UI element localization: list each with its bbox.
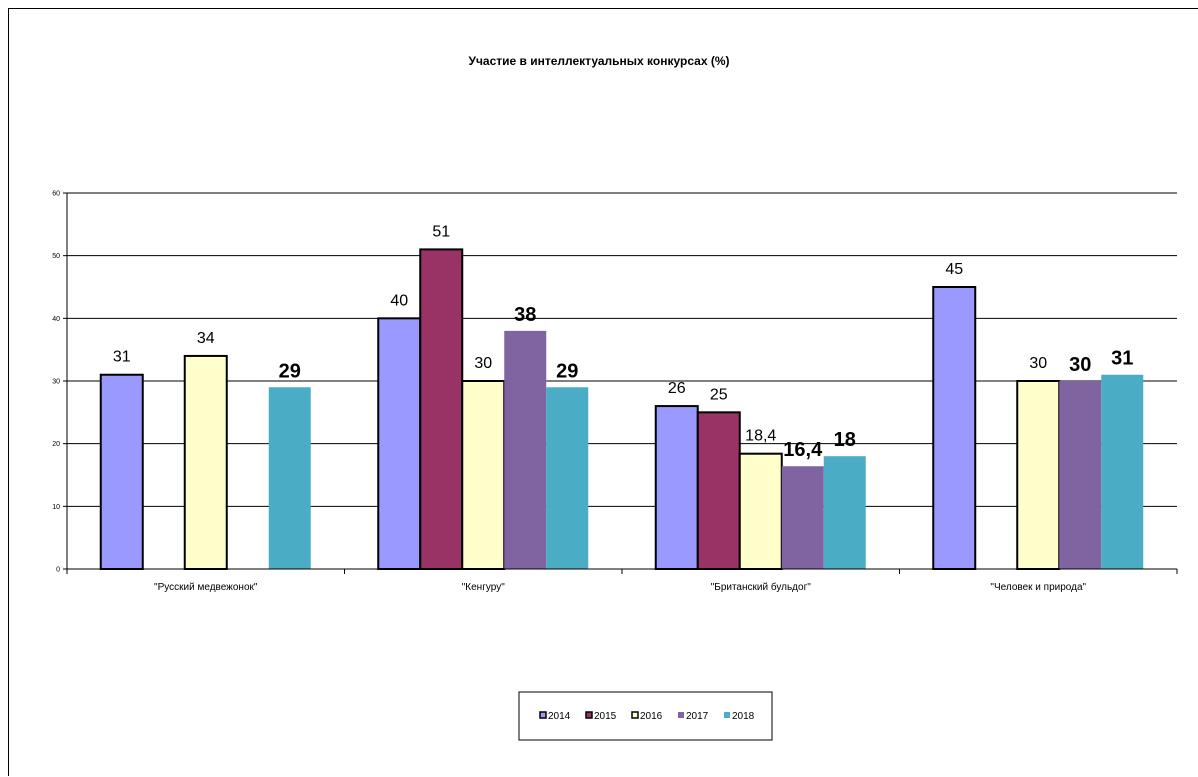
- data-label: 51: [432, 223, 450, 240]
- y-tick-label: 40: [52, 316, 60, 323]
- data-label: 25: [710, 386, 728, 403]
- bar-2017: [504, 330, 547, 569]
- data-labels: 31 40 26 45 51 25 34 30 18,4 30 38 16,4 30 29 29 18 31: [113, 223, 1134, 461]
- data-label: 16,4: [783, 439, 823, 461]
- bar-2015: [696, 411, 741, 571]
- y-tick-label: 10: [52, 504, 60, 511]
- legend-swatch-2015: [585, 711, 593, 719]
- bar-2018: [546, 387, 589, 569]
- y-tick-label: 60: [52, 191, 60, 198]
- gridlines: [67, 192, 1177, 507]
- data-label: 29: [556, 360, 578, 382]
- data-label: 29: [279, 360, 301, 382]
- legend-swatch-2017: [678, 712, 684, 718]
- legend-label: 2018: [732, 711, 755, 722]
- legend-label: 2014: [548, 711, 571, 722]
- category-label: "Британский бульдог": [711, 581, 812, 593]
- bar-2015: [419, 248, 464, 570]
- data-label: 31: [1111, 348, 1133, 370]
- bar-2018: [1101, 374, 1144, 569]
- bar-2014: [99, 373, 144, 570]
- bar-2016: [461, 380, 506, 570]
- chart-frame: Участие в интеллектуальных конкурсах (%)…: [8, 8, 1198, 776]
- data-label: 40: [390, 292, 408, 309]
- bars: [99, 248, 1144, 571]
- data-label: 18,4: [745, 428, 776, 445]
- category-label: "Человек и природа": [990, 582, 1086, 593]
- bar-2017: [781, 466, 824, 569]
- data-label: 30: [1029, 355, 1047, 372]
- data-label: 18: [834, 429, 856, 451]
- y-tick-label: 20: [52, 441, 60, 448]
- category-label: "Кенгуру": [462, 582, 505, 593]
- legend-swatch-2014: [539, 711, 547, 719]
- data-label: 38: [514, 304, 536, 326]
- bar-2016: [183, 354, 228, 570]
- bar-2014: [932, 286, 977, 570]
- y-tick-label: 0: [56, 567, 60, 574]
- bar-2014: [654, 405, 699, 571]
- data-label: 30: [1069, 354, 1091, 376]
- legend-label: 2017: [686, 711, 709, 722]
- bar-2016: [738, 452, 783, 570]
- bar-2017: [1059, 381, 1102, 569]
- legend-swatch-2016: [631, 711, 639, 719]
- bar-2016: [1016, 380, 1061, 570]
- bar-2018: [823, 456, 866, 569]
- y-tick-label: 50: [52, 253, 60, 260]
- legend-label: 2016: [640, 711, 663, 722]
- category-label: "Русский медвежонок": [154, 582, 258, 593]
- bar-2014: [377, 317, 422, 571]
- data-label: 45: [945, 261, 963, 278]
- legend-label: 2015: [594, 711, 617, 722]
- y-tick-label: 30: [52, 379, 60, 386]
- chart-title: Участие в интеллектуальных конкурсах (%): [468, 54, 729, 68]
- legend-swatch-2018: [724, 712, 730, 718]
- axes: 0 10 20 30 40 50 60 "Русский медвежонок" "Кенгур…: [52, 191, 1178, 593]
- data-label: 26: [668, 380, 686, 397]
- data-label: 30: [474, 355, 492, 372]
- bar-chart: Участие в интеллектуальных конкурсах (%)…: [52, 54, 1178, 741]
- legend: 2014 2015 2016 2017 2018: [518, 691, 773, 741]
- bar-2018: [268, 387, 311, 569]
- data-label: 34: [197, 330, 215, 347]
- data-label: 31: [113, 349, 131, 366]
